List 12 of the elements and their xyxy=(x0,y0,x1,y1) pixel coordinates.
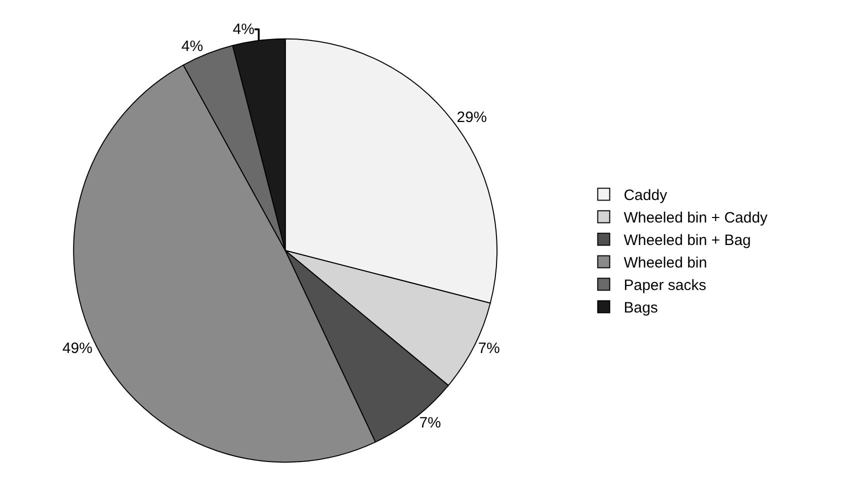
data-label: 49% xyxy=(62,340,92,357)
data-label: 29% xyxy=(456,109,487,126)
legend-label: Bags xyxy=(624,300,658,317)
legend-label: Wheeled bin + Bag xyxy=(624,232,751,250)
data-label: 7% xyxy=(478,340,500,357)
legend-label: Wheeled bin xyxy=(624,254,708,272)
data-label: 4% xyxy=(232,20,254,38)
data-label: 7% xyxy=(419,414,441,432)
legend-label: Paper sacks xyxy=(624,277,706,294)
legend-label: Caddy xyxy=(624,187,668,204)
data-label: 4% xyxy=(181,38,204,55)
legend-label: Wheeled bin + Caddy xyxy=(624,210,768,227)
